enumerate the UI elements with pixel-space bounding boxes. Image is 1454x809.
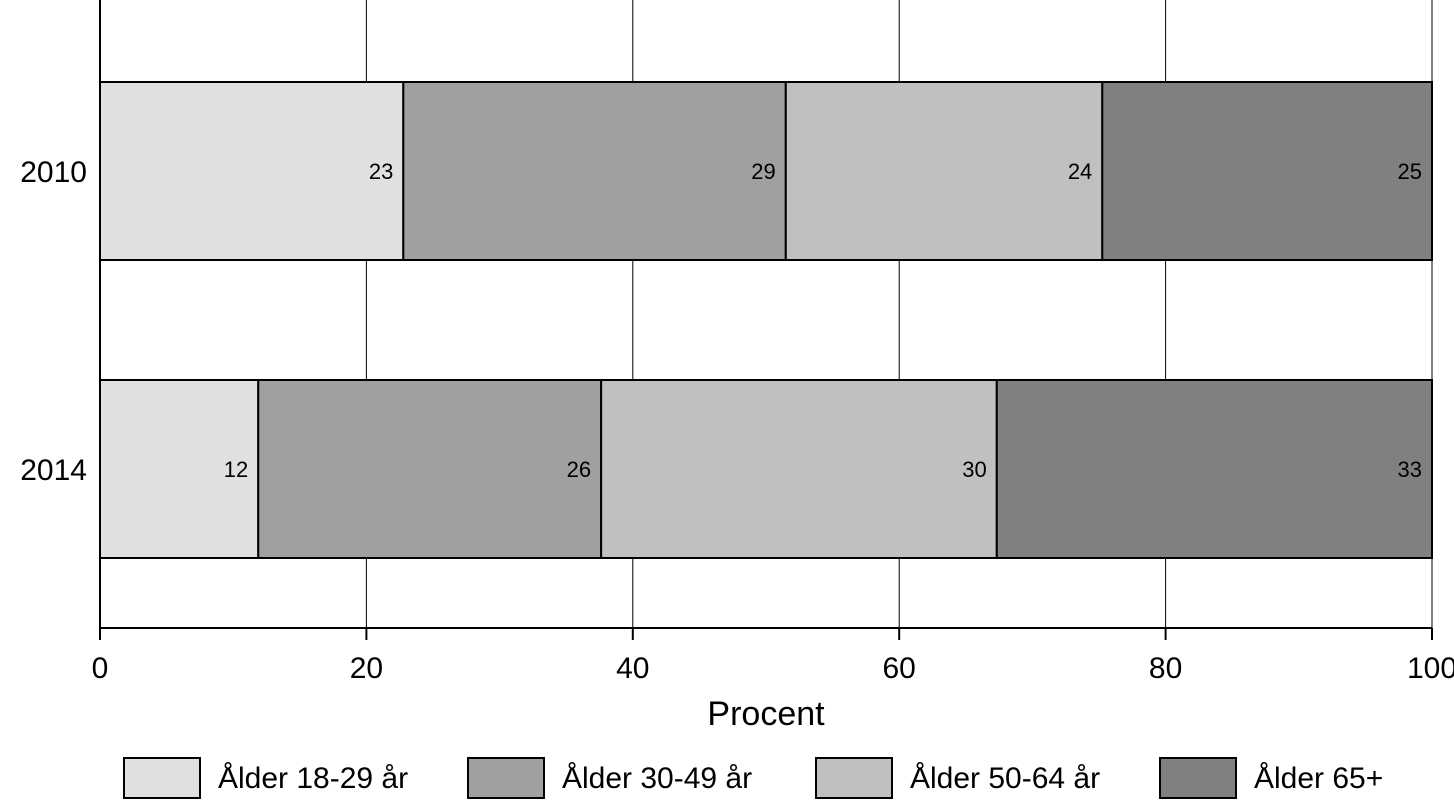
axes: 2010 2014 0 20 40 60 80 100 Procent bbox=[20, 0, 1454, 733]
legend-swatch bbox=[123, 757, 201, 799]
data-label: 24 bbox=[1068, 159, 1092, 184]
x-tick-label: 60 bbox=[883, 652, 916, 685]
x-tick-label: 80 bbox=[1149, 652, 1182, 685]
data-label: 30 bbox=[962, 457, 986, 482]
bars: 23 29 24 25 12 26 30 33 bbox=[99, 81, 1433, 559]
legend: Ålder 18-29 år Ålder 30-49 år Ålder 50-64 … bbox=[123, 757, 1383, 799]
data-label: 25 bbox=[1398, 159, 1422, 184]
bar-segment bbox=[257, 379, 603, 559]
x-tick-label: 20 bbox=[350, 652, 383, 685]
y-tick-label: 2010 bbox=[20, 156, 87, 189]
bar-segment bbox=[402, 81, 787, 261]
bar-segment bbox=[995, 379, 1433, 559]
bar-segment bbox=[600, 379, 998, 559]
legend-swatch bbox=[467, 757, 545, 799]
y-tick-label: 2014 bbox=[20, 454, 87, 487]
legend-swatch bbox=[1159, 757, 1237, 799]
data-label: 29 bbox=[751, 159, 775, 184]
legend-label: Ålder 30-49 år bbox=[562, 762, 752, 795]
data-label: 12 bbox=[224, 457, 248, 482]
bar-segment bbox=[1101, 81, 1433, 261]
data-label: 33 bbox=[1398, 457, 1422, 482]
data-label: 26 bbox=[567, 457, 591, 482]
data-label: 23 bbox=[369, 159, 393, 184]
x-axis-title: Procent bbox=[707, 695, 825, 733]
x-tick-label: 100 bbox=[1407, 652, 1454, 685]
legend-label: Ålder 65+ bbox=[1254, 762, 1383, 795]
x-tick-label: 40 bbox=[616, 652, 649, 685]
x-tick-label: 0 bbox=[92, 652, 109, 685]
legend-label: Ålder 50-64 år bbox=[910, 762, 1100, 795]
bar-segment bbox=[99, 81, 405, 261]
bar-segment bbox=[784, 81, 1104, 261]
legend-swatch bbox=[815, 757, 893, 799]
bar-segment bbox=[99, 379, 260, 559]
legend-label: Ålder 18-29 år bbox=[218, 762, 408, 795]
